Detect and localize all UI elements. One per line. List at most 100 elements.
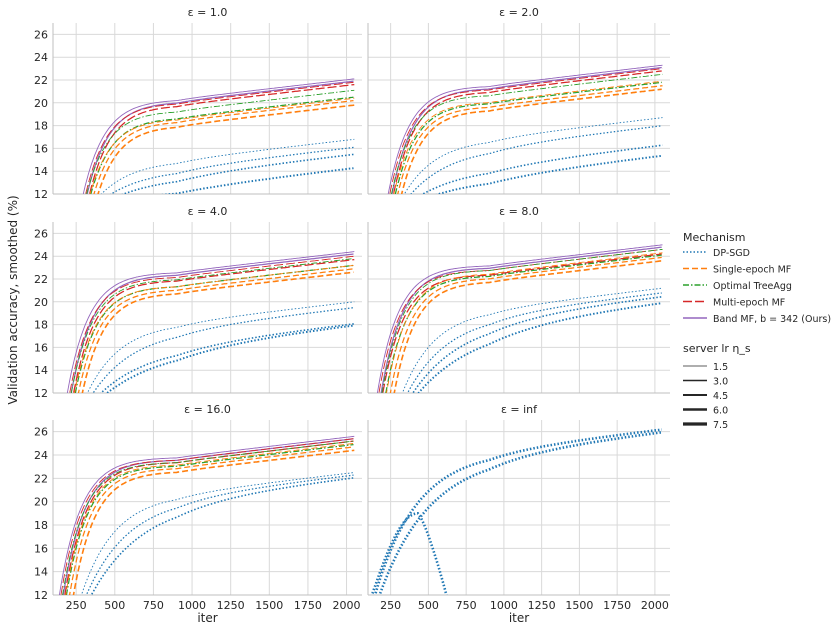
x-tick-label: 500 bbox=[104, 599, 125, 612]
legend-label-band: Band MF, b = 342 (Ours) bbox=[713, 314, 831, 325]
series-line-band bbox=[70, 253, 354, 393]
series-line-dpsgd bbox=[105, 324, 354, 393]
series-line-band bbox=[82, 78, 355, 194]
legend-label-lr: 3.0 bbox=[713, 377, 728, 388]
y-tick-label: 26 bbox=[34, 426, 48, 439]
y-tick-label: 22 bbox=[34, 273, 48, 286]
series-line-dpsgd bbox=[80, 472, 355, 595]
legend-label-single: Single-epoch MF bbox=[713, 265, 791, 276]
series-line-tree bbox=[381, 248, 663, 393]
series-line-multi bbox=[72, 258, 355, 393]
series-line-tree bbox=[70, 258, 354, 393]
series-line-multi bbox=[64, 440, 354, 595]
series-line-single bbox=[393, 260, 663, 393]
x-tick-label: 1500 bbox=[255, 599, 283, 612]
series-line-dpsgd bbox=[421, 144, 663, 194]
series-line-tree bbox=[86, 89, 355, 194]
series-line-dpsgd bbox=[85, 474, 354, 595]
panel-title: ε = 1.0 bbox=[188, 6, 228, 19]
series-line-multi bbox=[382, 253, 662, 393]
legend-title-lr: server lr η_s bbox=[683, 342, 751, 355]
series-line-dpsgd bbox=[99, 323, 355, 393]
series-line-multi bbox=[392, 70, 662, 194]
y-tick-label: 16 bbox=[34, 542, 48, 555]
series-line-single bbox=[74, 264, 354, 393]
y-tick-label: 24 bbox=[34, 51, 48, 64]
series-line-single bbox=[81, 271, 354, 393]
x-tick-label: 1250 bbox=[528, 599, 556, 612]
panel-title: ε = inf bbox=[501, 403, 538, 416]
series-line-band bbox=[58, 435, 355, 595]
legend-label-multi: Multi-epoch MF bbox=[713, 298, 785, 309]
x-tick-label: 2000 bbox=[333, 599, 361, 612]
series-line-single bbox=[93, 99, 354, 194]
x-tick-label: 250 bbox=[380, 599, 401, 612]
y-tick-label: 18 bbox=[34, 519, 48, 532]
series-line-multi bbox=[69, 255, 354, 393]
legend-label-tree: Optimal TreeAgg bbox=[713, 281, 792, 292]
series-line-single bbox=[389, 256, 662, 393]
series-line-dpsgd bbox=[86, 301, 355, 393]
x-tick-label: 250 bbox=[66, 599, 87, 612]
series-line-dpsgd bbox=[121, 153, 355, 194]
series-line-multi bbox=[60, 438, 355, 595]
series-line-single bbox=[97, 104, 355, 194]
y-tick-label: 12 bbox=[34, 387, 48, 400]
legend-label-lr: 4.5 bbox=[713, 391, 728, 402]
y-tick-label: 18 bbox=[34, 319, 48, 332]
series-line-tree bbox=[385, 254, 662, 393]
series-line-dpsgd bbox=[378, 430, 663, 595]
legend-title-mechanism: Mechanism bbox=[683, 231, 746, 244]
series-group bbox=[387, 64, 663, 194]
x-tick-label: 1500 bbox=[565, 599, 593, 612]
legend-label-lr: 6.0 bbox=[713, 406, 728, 417]
x-axis-label: iter bbox=[197, 611, 217, 625]
series-line-dpsgd bbox=[370, 511, 448, 595]
series-line-dpsgd bbox=[406, 292, 662, 393]
series-line-dpsgd bbox=[161, 167, 354, 194]
y-tick-label: 26 bbox=[34, 28, 48, 41]
panel-6: ε = inf 250 500 750 1000 1250 1500 1750 2000 iter bbox=[367, 403, 670, 625]
series-line-single bbox=[77, 268, 355, 393]
series-line-single bbox=[68, 446, 354, 595]
series-line-tree bbox=[65, 443, 354, 595]
series-line-dpsgd bbox=[435, 154, 662, 194]
x-tick-label: 750 bbox=[143, 599, 164, 612]
series-line-band bbox=[380, 246, 662, 393]
x-tick-label: 1000 bbox=[490, 599, 518, 612]
y-tick-label: 14 bbox=[34, 165, 48, 178]
x-tick-label: 1750 bbox=[603, 599, 631, 612]
series-line-tree bbox=[390, 73, 663, 194]
series-line-multi bbox=[389, 68, 663, 194]
series-line-single bbox=[72, 449, 355, 595]
y-tick-label: 12 bbox=[34, 589, 48, 602]
panel-2: ε = 2.0 bbox=[367, 6, 670, 195]
series-group bbox=[376, 244, 663, 393]
y-tick-label: 12 bbox=[34, 188, 48, 201]
y-axis-label: Validation accuracy, smoothed (%) bbox=[6, 195, 20, 404]
series-line-multi bbox=[88, 83, 355, 194]
y-tick-label: 14 bbox=[34, 566, 48, 579]
series-line-band bbox=[66, 251, 355, 393]
series-line-dpsgd bbox=[109, 146, 354, 194]
x-tick-label: 1000 bbox=[178, 599, 206, 612]
series-line-dpsgd bbox=[373, 428, 662, 595]
panel-3: ε = 4.0 12 14 16 18 20 22 24 26 bbox=[34, 205, 362, 400]
series-line-dpsgd bbox=[90, 477, 355, 595]
series-line-band bbox=[387, 64, 663, 194]
series-group bbox=[370, 428, 663, 595]
series-line-dpsgd bbox=[403, 117, 663, 194]
series-line-tree bbox=[62, 440, 355, 595]
series-line-dpsgd bbox=[401, 287, 663, 393]
x-tick-label: 1750 bbox=[294, 599, 322, 612]
series-line-single bbox=[386, 252, 663, 393]
series-line-single bbox=[397, 85, 663, 194]
y-tick-label: 16 bbox=[34, 142, 48, 155]
panel-1: ε = 1.0 12 14 16 18 20 22 24 26 bbox=[34, 6, 362, 201]
series-line-dpsgd bbox=[410, 125, 662, 194]
series-line-dpsgd bbox=[92, 307, 354, 393]
panel-title: ε = 4.0 bbox=[188, 205, 228, 218]
series-line-band bbox=[391, 66, 662, 194]
panel-title: ε = 8.0 bbox=[499, 205, 539, 218]
x-tick-label: 2000 bbox=[641, 599, 669, 612]
